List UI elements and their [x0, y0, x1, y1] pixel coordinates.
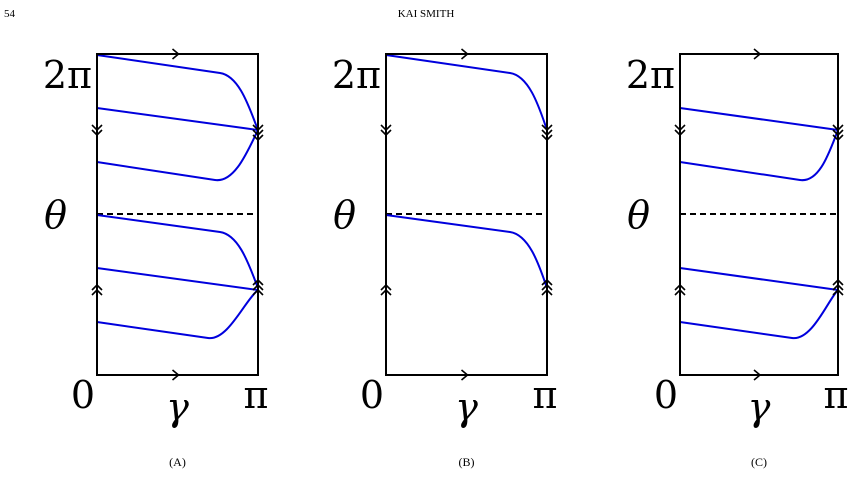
edge-arrow — [541, 134, 553, 142]
edge-arrow — [252, 124, 264, 132]
page-number: 54 — [4, 8, 16, 20]
edge-arrow — [832, 288, 844, 296]
caption: (A) — [169, 455, 186, 469]
flow-curve — [96, 54, 259, 131]
edge-arrow — [252, 288, 264, 296]
flow-curve — [96, 107, 259, 131]
bottom-left-label: 0 — [654, 373, 678, 417]
bottom-left-label: 0 — [360, 373, 384, 417]
flow-curve — [96, 289, 259, 340]
edge-arrow — [91, 288, 103, 296]
middle-label: θ — [627, 193, 650, 237]
edge-arrow — [674, 288, 686, 296]
edge-arrow — [252, 129, 264, 137]
flow-curve — [96, 214, 259, 289]
edge-arrow — [674, 124, 686, 132]
edge-arrow — [541, 129, 553, 137]
edge-arrow — [541, 283, 553, 291]
top-label: 2π — [332, 53, 381, 97]
flow-curve — [385, 54, 548, 131]
edge-arrow — [91, 124, 103, 132]
flow-curve — [679, 289, 839, 340]
middle-label: θ — [333, 193, 356, 237]
edge-arrow — [380, 124, 392, 132]
running-title: KAI SMITH — [398, 8, 455, 20]
top-label: 2π — [626, 53, 675, 97]
caption: (B) — [459, 455, 475, 469]
edge-arrow — [91, 129, 103, 137]
edge-arrow — [380, 129, 392, 137]
bottom-right-label: π — [533, 373, 558, 417]
flow-curve — [679, 129, 839, 182]
edge-arrow — [674, 129, 686, 137]
edge-arrow — [460, 369, 469, 381]
bottom-right-label: π — [244, 373, 269, 417]
edge-arrow — [171, 369, 180, 381]
edge-arrow — [753, 369, 762, 381]
edge-arrow — [541, 288, 553, 296]
edge-arrow — [832, 283, 844, 291]
edge-arrow — [832, 129, 844, 137]
bottom-middle-label: γ — [748, 385, 771, 429]
middle-label: θ — [44, 193, 67, 237]
edge-arrow — [252, 278, 264, 286]
edge-arrow — [753, 48, 762, 60]
edge-arrow — [832, 134, 844, 142]
top-label: 2π — [43, 53, 92, 97]
bottom-right-label: π — [824, 373, 849, 417]
flow-curve — [679, 107, 839, 131]
edge-arrow — [832, 124, 844, 132]
edge-arrow — [380, 283, 392, 291]
edge-arrow — [541, 278, 553, 286]
flow-curve — [96, 267, 259, 291]
edge-arrow — [380, 288, 392, 296]
edge-arrow — [252, 134, 264, 142]
flow-curve — [96, 129, 259, 182]
edge-arrow — [252, 283, 264, 291]
flow-curve — [679, 267, 839, 291]
bottom-left-label: 0 — [71, 373, 95, 417]
bottom-middle-label: γ — [455, 385, 478, 429]
edge-arrow — [674, 283, 686, 291]
edge-arrow — [91, 283, 103, 291]
edge-arrow — [460, 48, 469, 60]
caption: (C) — [751, 455, 767, 469]
flow-curve — [385, 214, 548, 289]
bottom-middle-label: γ — [166, 385, 189, 429]
edge-arrow — [832, 278, 844, 286]
edge-arrow — [171, 48, 180, 60]
edge-arrow — [541, 124, 553, 132]
